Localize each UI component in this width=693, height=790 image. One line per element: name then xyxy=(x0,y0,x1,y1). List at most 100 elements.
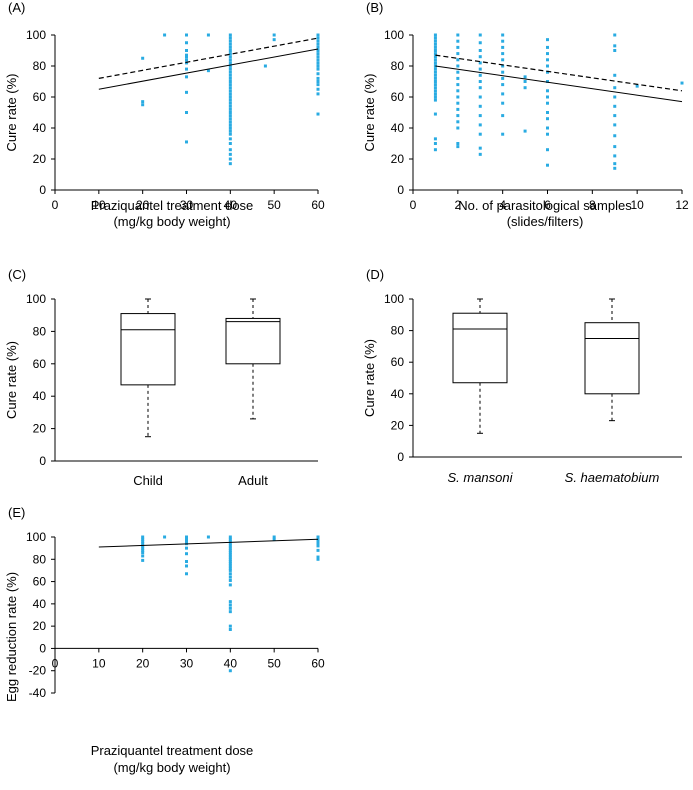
data-point xyxy=(546,95,549,99)
data-point xyxy=(501,58,505,62)
data-point xyxy=(478,132,482,136)
box-adult: Adult xyxy=(225,298,281,488)
data-point xyxy=(456,39,460,43)
data-point xyxy=(478,123,482,127)
data-point xyxy=(613,95,617,99)
x-tick-label: 30 xyxy=(180,198,194,212)
panel-label: (D) xyxy=(366,267,384,282)
data-point xyxy=(206,69,210,73)
data-point xyxy=(228,83,232,87)
data-point xyxy=(228,67,232,71)
data-point xyxy=(433,112,437,116)
data-point xyxy=(228,142,232,145)
data-point xyxy=(228,39,232,43)
data-point xyxy=(141,554,145,558)
y-tick-label: 60 xyxy=(391,90,405,104)
data-point xyxy=(228,560,232,564)
data-point xyxy=(228,132,232,136)
data-point xyxy=(546,126,549,130)
data-point xyxy=(546,52,549,56)
data-point xyxy=(478,146,482,150)
data-point xyxy=(316,67,320,71)
data-point xyxy=(228,537,232,541)
data-point xyxy=(613,33,617,37)
data-point xyxy=(501,64,505,68)
data-point xyxy=(185,90,188,94)
data-point xyxy=(185,55,188,59)
data-point xyxy=(228,52,232,56)
data-point xyxy=(228,76,232,80)
data-point xyxy=(478,55,482,59)
data-point xyxy=(228,70,232,74)
data-point xyxy=(272,38,276,42)
data-point xyxy=(433,33,437,37)
data-point xyxy=(141,542,145,546)
data-point xyxy=(185,552,188,556)
data-point xyxy=(228,64,232,68)
x-tick-label: 60 xyxy=(311,656,325,670)
data-point xyxy=(433,148,437,152)
data-point xyxy=(613,134,617,138)
x-tick-label: 10 xyxy=(630,198,644,212)
data-point xyxy=(316,52,320,56)
data-point xyxy=(546,111,549,114)
data-point xyxy=(456,95,460,99)
x-tick-label: 20 xyxy=(136,656,150,670)
x-axis-label: Praziquantel treatment dose xyxy=(91,743,254,758)
data-point xyxy=(185,61,188,65)
data-point xyxy=(228,572,232,576)
data-point xyxy=(613,123,617,127)
data-point xyxy=(456,33,460,37)
y-tick-label: 20 xyxy=(33,152,47,166)
iqr-box xyxy=(584,322,640,395)
category-label: Adult xyxy=(238,473,268,488)
data-point xyxy=(316,33,320,37)
x-tick-label: 50 xyxy=(267,198,281,212)
data-point xyxy=(613,166,617,170)
category-label: Child xyxy=(133,473,163,488)
data-point xyxy=(228,123,232,127)
data-point xyxy=(433,89,437,93)
x-tick-label: 10 xyxy=(92,656,106,670)
data-point xyxy=(433,61,437,65)
data-point xyxy=(316,557,320,561)
data-point xyxy=(433,73,437,77)
data-point xyxy=(185,564,188,568)
data-point xyxy=(228,575,232,579)
box-s-mansoni: S. mansoni xyxy=(447,298,514,485)
fit-line-solid xyxy=(435,65,683,103)
x-tick-label: 20 xyxy=(136,198,150,212)
x-tick-label: 4 xyxy=(499,198,506,212)
y-tick-label: 20 xyxy=(391,152,405,166)
y-tick-label: 80 xyxy=(33,552,47,566)
data-point xyxy=(316,83,320,87)
data-point xyxy=(141,551,145,555)
data-point xyxy=(316,64,320,68)
data-point xyxy=(228,627,232,631)
data-point xyxy=(228,73,232,77)
y-tick-label: 40 xyxy=(391,387,405,401)
data-point xyxy=(228,49,232,52)
data-point xyxy=(228,101,232,105)
y-tick-label: 80 xyxy=(391,324,405,338)
y-tick-label: 40 xyxy=(33,121,47,135)
data-point xyxy=(613,154,617,158)
category-label: S. haematobium xyxy=(565,470,660,485)
data-point xyxy=(185,49,188,52)
data-point xyxy=(501,70,505,74)
panel-label: (E) xyxy=(8,505,25,520)
data-point xyxy=(523,86,527,90)
data-point xyxy=(433,142,437,145)
x-tick-label: 2 xyxy=(454,198,461,212)
data-point xyxy=(228,157,232,161)
data-point xyxy=(228,45,232,49)
data-point xyxy=(228,564,232,568)
data-point xyxy=(228,117,232,121)
data-point xyxy=(433,137,437,141)
data-point xyxy=(228,33,232,37)
data-point xyxy=(141,546,145,550)
y-tick-label: 20 xyxy=(33,619,47,633)
data-point xyxy=(228,120,232,124)
data-point xyxy=(228,55,232,59)
data-point xyxy=(185,546,188,550)
